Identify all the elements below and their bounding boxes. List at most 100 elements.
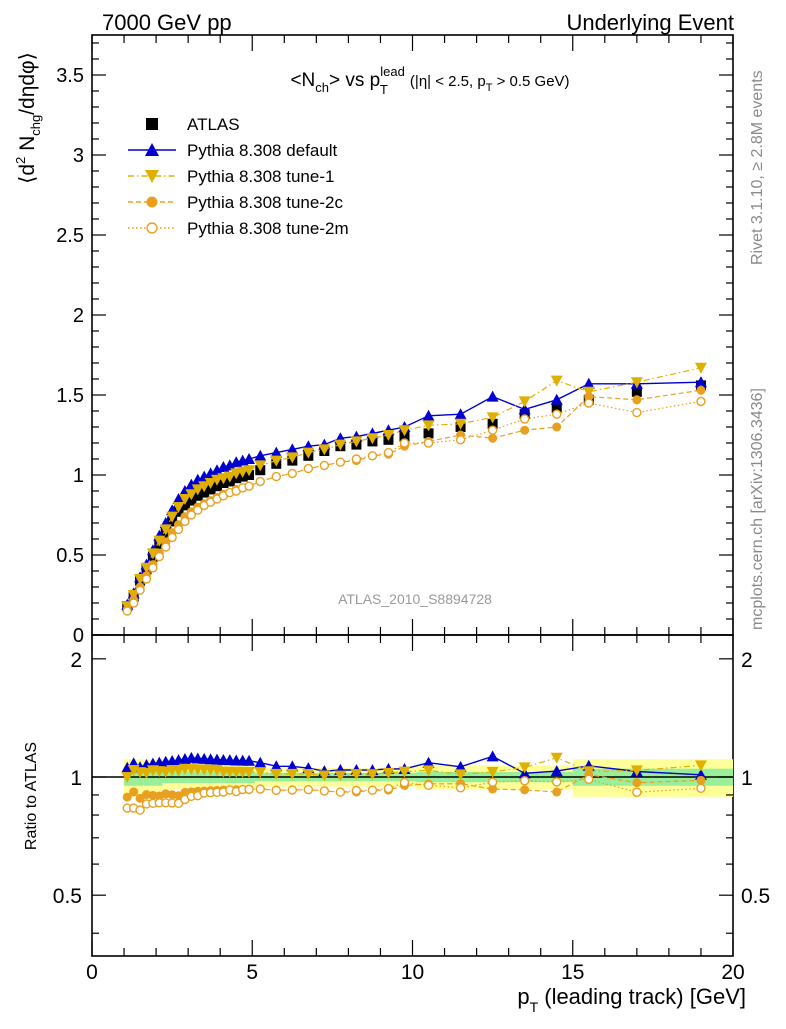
- ratio-point-pythia-8-308-tune-2m: [255, 784, 265, 794]
- main-point-pythia-8-308-tune-2m: [154, 551, 165, 562]
- ratio-point-pythia-8-308-tune-2c: [520, 785, 530, 795]
- main-point-atlas: [199, 487, 210, 498]
- ratio-point-pythia-8-308-tune-2m: [244, 784, 254, 795]
- main-point-pythia-8-308-default: [518, 403, 531, 415]
- main-point-pythia-8-308-tune-2m: [383, 447, 394, 458]
- legend-marker-atlas: [146, 118, 158, 130]
- main-point-pythia-8-308-tune-2m: [193, 505, 203, 515]
- main-point-pythia-8-308-default: [254, 449, 267, 461]
- main-point-pythia-8-308-tune-2m: [180, 516, 190, 527]
- ratio-point-pythia-8-308-tune-1: [550, 752, 563, 764]
- main-point-pythia-8-308-tune-2m: [186, 510, 197, 520]
- main-point-atlas: [205, 484, 216, 495]
- ratio-point-pythia-8-308-default: [270, 760, 283, 772]
- main-point-pythia-8-308-tune-2m: [351, 454, 362, 464]
- main-point-pythia-8-308-tune-1: [254, 460, 267, 472]
- main-point-pythia-8-308-tune-2m: [161, 542, 171, 552]
- main-y-tick-label: 2: [73, 305, 84, 327]
- ratio-point-pythia-8-308-tune-2c: [696, 775, 706, 785]
- analysis-annotation: ATLAS_2010_S8894728: [338, 591, 492, 607]
- ratio-point-pythia-8-308-tune-1: [334, 770, 347, 782]
- x-tick-label: 5: [246, 961, 258, 984]
- ratio-point-pythia-8-308-tune-2c: [552, 787, 562, 797]
- ratio-y-tick-label-right: 1: [741, 767, 753, 790]
- ratio-point-pythia-8-308-tune-1: [366, 769, 379, 781]
- main-point-pythia-8-308-tune-1: [270, 455, 283, 467]
- main-point-pythia-8-308-tune-1: [334, 439, 347, 451]
- ratio-point-pythia-8-308-tune-2m: [287, 785, 298, 795]
- main-point-pythia-8-308-default: [172, 493, 185, 504]
- main-point-atlas: [399, 431, 410, 442]
- main-point-pythia-8-308-tune-1: [398, 425, 411, 437]
- main-point-pythia-8-308-tune-2m: [552, 409, 562, 419]
- ratio-point-pythia-8-308-tune-1: [454, 769, 467, 781]
- ratio-point-pythia-8-308-tune-2c: [129, 787, 139, 797]
- ratio-y-tick-label-right: 2: [741, 649, 753, 672]
- ratio-y-tick-label: 0.5: [53, 885, 82, 908]
- main-point-pythia-8-308-tune-1: [694, 362, 707, 374]
- main-point-pythia-8-308-default: [286, 443, 299, 455]
- main-chart-title: <Nch> vs plead T (|η| < 2.5, pT > 0.5 GeV…: [290, 64, 569, 97]
- ratio-point-pythia-8-308-tune-2m: [319, 786, 330, 796]
- main-point-pythia-8-308-tune-1: [243, 465, 256, 477]
- main-y-tick-label: 2.5: [56, 225, 84, 247]
- main-point-pythia-8-308-tune-2m: [423, 438, 434, 448]
- main-point-pythia-8-308-tune-1: [302, 447, 315, 459]
- main-point-pythia-8-308-tune-2m: [367, 451, 378, 461]
- main-point-pythia-8-308-tune-2c: [632, 395, 642, 405]
- main-point-pythia-8-308-tune-2m: [455, 435, 466, 445]
- main-y-tick-label: 3: [73, 145, 84, 167]
- main-point-pythia-8-308-tune-2m: [244, 481, 254, 491]
- main-point-pythia-8-308-tune-2c: [552, 422, 562, 432]
- main-y-tick-label: 0: [73, 625, 84, 647]
- main-point-pythia-8-308-tune-2m: [487, 425, 498, 435]
- ratio-y-tick-label: 1: [70, 767, 82, 790]
- ratio-point-pythia-8-308-tune-1: [121, 772, 134, 784]
- main-point-pythia-8-308-tune-2c: [520, 425, 530, 435]
- ratio-point-pythia-8-308-tune-1: [518, 762, 531, 774]
- main-point-pythia-8-308-tune-1: [286, 452, 299, 464]
- main-point-pythia-8-308-tune-2m: [335, 457, 346, 467]
- main-point-pythia-8-308-default: [210, 464, 223, 476]
- main-point-atlas: [487, 418, 498, 429]
- main-point-pythia-8-308-default: [582, 377, 595, 389]
- main-point-pythia-8-308-default: [243, 453, 256, 464]
- mcplots-label: mcplots.cern.ch [arXiv:1306.3436]: [749, 388, 766, 630]
- ratio-point-pythia-8-308-tune-2m: [584, 774, 594, 785]
- main-point-pythia-8-308-tune-2m: [128, 598, 139, 608]
- main-point-pythia-8-308-tune-1: [153, 535, 166, 547]
- ratio-point-pythia-8-308-tune-2m: [135, 805, 145, 815]
- main-point-pythia-8-308-tune-2m: [148, 563, 158, 573]
- main-point-pythia-8-308-tune-2m: [287, 468, 298, 479]
- legend-label-pythia-8-308-tune-2m: Pythia 8.308 tune-2m: [187, 219, 349, 238]
- ratio-point-pythia-8-308-tune-1: [140, 767, 153, 779]
- main-point-pythia-8-308-tune-2m: [319, 460, 330, 471]
- main-point-pythia-8-308-tune-2m: [255, 476, 265, 487]
- main-point-pythia-8-308-tune-2c: [488, 433, 498, 443]
- main-point-pythia-8-308-tune-1: [382, 430, 395, 441]
- main-point-pythia-8-308-tune-2m: [122, 606, 132, 616]
- header-left: 7000 GeV pp: [102, 10, 232, 35]
- main-point-atlas: [192, 490, 203, 501]
- main-axis-ticks: 0 0.5 1 1.5 2 2.5 3 3.5: [56, 35, 734, 647]
- ratio-point-pythia-8-308-tune-2c: [488, 784, 498, 794]
- x-tick-label: 20: [721, 961, 744, 984]
- legend-marker-pythia-8-308-tune-2c: [146, 196, 158, 208]
- main-y-tick-label: 0.5: [56, 545, 84, 567]
- rivet-label: Rivet 3.1.10, ≥ 2.8M events: [749, 70, 766, 265]
- main-point-pythia-8-308-default: [694, 376, 707, 388]
- x-axis-label: pT (leading track) [GeV]: [517, 984, 746, 1015]
- x-tick-label: 10: [401, 961, 424, 984]
- main-point-pythia-8-308-tune-2m: [399, 438, 410, 448]
- main-point-pythia-8-308-tune-1: [422, 420, 435, 432]
- ratio-point-pythia-8-308-tune-2c: [122, 792, 132, 802]
- ratio-point-pythia-8-308-tune-2m: [632, 787, 642, 797]
- main-point-pythia-8-308-tune-1: [350, 436, 363, 448]
- ratio-point-pythia-8-308-tune-1: [302, 768, 315, 780]
- ratio-point-pythia-8-308-default: [550, 765, 563, 777]
- main-point-pythia-8-308-tune-2m: [584, 398, 594, 408]
- main-point-pythia-8-308-default: [422, 409, 435, 421]
- ratio-point-pythia-8-308-tune-1: [398, 766, 411, 778]
- ratio-y-axis-label: Ratio to ATLAS: [23, 742, 40, 850]
- ratio-point-pythia-8-308-default: [454, 760, 467, 772]
